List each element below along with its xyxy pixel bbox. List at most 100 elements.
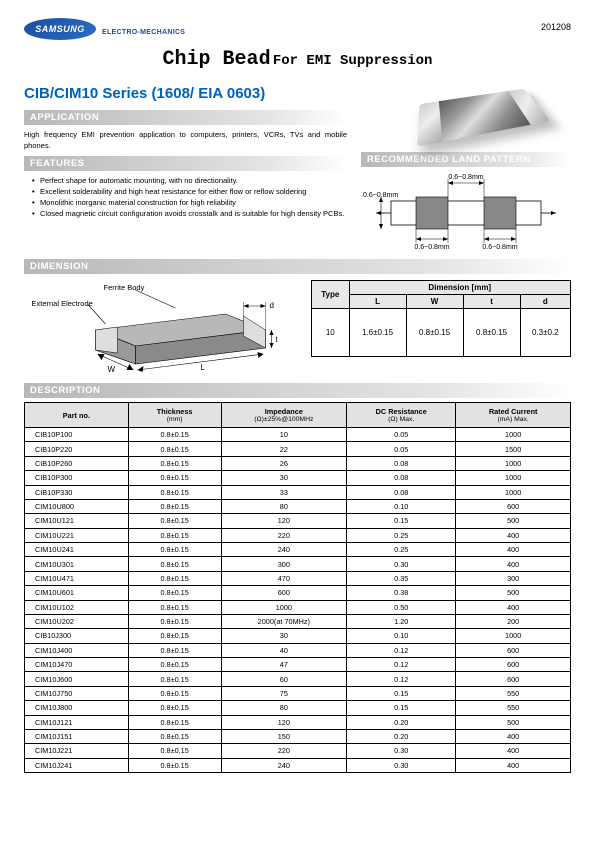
td-current: 600 [456, 658, 571, 672]
td-dcr: 0.12 [347, 643, 456, 657]
td-impedance: 300 [221, 557, 347, 571]
td-current: 400 [456, 729, 571, 743]
td-dcr: 0.25 [347, 528, 456, 542]
td-part: CIM10J750 [25, 686, 129, 700]
td-thickness: 0.8±0.15 [128, 658, 221, 672]
td-current: 400 [456, 543, 571, 557]
td-impedance: 33 [221, 485, 347, 499]
dim-th-type: Type [312, 281, 350, 309]
table-row: CIM10U1020.8±0.1510000.50400 [25, 600, 571, 614]
td-dcr: 0.12 [347, 658, 456, 672]
td-impedance: 220 [221, 744, 347, 758]
description-table: Part no. Thickness(mm) Impedance(Ω)±25%@… [24, 402, 571, 773]
td-impedance: 22 [221, 442, 347, 456]
td-part: CIM10U800 [25, 499, 129, 513]
td-current: 1000 [456, 428, 571, 442]
td-part: CIM10U102 [25, 600, 129, 614]
title-sub: For EMI Suppression [273, 53, 433, 69]
table-row: CIM10J4000.8±0.15400.12600 [25, 643, 571, 657]
td-dcr: 0.15 [347, 686, 456, 700]
table-row: CIM10U2020.8±0.152000(at 70MHz)1.20200 [25, 614, 571, 628]
dim-th-L: L [349, 295, 406, 309]
title-row: Chip Bead For EMI Suppression [24, 48, 571, 71]
td-part: CIB10J300 [25, 629, 129, 643]
feature-item: Closed magnetic circuit configuration av… [32, 208, 347, 219]
td-part: CIM10U221 [25, 528, 129, 542]
td-current: 600 [456, 672, 571, 686]
dim-th-dimension: Dimension [mm] [349, 281, 570, 295]
td-current: 500 [456, 586, 571, 600]
td-current: 400 [456, 600, 571, 614]
td-part: CIM10J151 [25, 729, 129, 743]
td-part: CIB10P260 [25, 456, 129, 470]
td-part: CIB10P330 [25, 485, 129, 499]
feature-item: Monolithic inorganic material constructi… [32, 197, 347, 208]
td-part: CIM10J800 [25, 701, 129, 715]
td-dcr: 0.10 [347, 629, 456, 643]
td-current: 600 [456, 499, 571, 513]
td-part: CIM10J241 [25, 758, 129, 772]
td-part: CIM10J600 [25, 672, 129, 686]
td-current: 400 [456, 744, 571, 758]
td-current: 550 [456, 686, 571, 700]
td-dcr: 0.05 [347, 428, 456, 442]
td-dcr: 0.05 [347, 442, 456, 456]
svg-text:L: L [201, 363, 206, 372]
svg-text:d: d [270, 301, 274, 310]
th-dcr: DC Resistance(Ω) Max. [347, 403, 456, 428]
dim-td-t: 0.8±0.15 [463, 309, 520, 357]
td-impedance: 30 [221, 629, 347, 643]
th-thickness: Thickness(mm) [128, 403, 221, 428]
td-impedance: 26 [221, 456, 347, 470]
td-current: 400 [456, 557, 571, 571]
td-thickness: 0.8±0.15 [128, 428, 221, 442]
td-part: CIB10P300 [25, 471, 129, 485]
td-part: CIM10U202 [25, 614, 129, 628]
td-thickness: 0.8±0.15 [128, 557, 221, 571]
td-current: 600 [456, 643, 571, 657]
table-row: CIM10U1210.8±0.151200.15500 [25, 514, 571, 528]
section-description: DESCRIPTION [24, 383, 571, 398]
td-current: 300 [456, 571, 571, 585]
td-dcr: 0.30 [347, 758, 456, 772]
td-impedance: 220 [221, 528, 347, 542]
feature-item: Perfect shape for automatic mounting, wi… [32, 175, 347, 186]
table-row: CIB10P3300.8±0.15330.081000 [25, 485, 571, 499]
section-land-pattern: RECOMMENDED LAND PATTERN [361, 152, 571, 167]
th-part: Part no. [25, 403, 129, 428]
td-impedance: 30 [221, 471, 347, 485]
td-thickness: 0.8±0.15 [128, 471, 221, 485]
dim-td-d: 0.3±0.2 [520, 309, 570, 357]
dimension-table: Type Dimension [mm] L W t d 10 1.6±0.15 … [311, 280, 571, 357]
td-dcr: 0.15 [347, 514, 456, 528]
td-current: 200 [456, 614, 571, 628]
td-impedance: 240 [221, 543, 347, 557]
td-thickness: 0.8±0.15 [128, 758, 221, 772]
svg-text:Ferrite Body: Ferrite Body [104, 283, 145, 292]
table-row: CIM10U3010.8±0.153000.30400 [25, 557, 571, 571]
td-thickness: 0.8±0.15 [128, 643, 221, 657]
table-row: CIM10J1510.8±0.151500.20400 [25, 729, 571, 743]
td-impedance: 40 [221, 643, 347, 657]
svg-text:W: W [108, 365, 116, 374]
td-dcr: 0.20 [347, 729, 456, 743]
td-part: CIM10J470 [25, 658, 129, 672]
header: SAMSUNG ELECTRO-MECHANICS 201208 [24, 18, 571, 40]
td-part: CIM10U471 [25, 571, 129, 585]
td-thickness: 0.8±0.15 [128, 600, 221, 614]
table-row: CIB10P1000.8±0.15100.051000 [25, 428, 571, 442]
page-code: 201208 [541, 22, 571, 32]
td-part: CIM10J121 [25, 715, 129, 729]
land-pattern-diagram: 0.6~0.8mm 0.6~0.8mm 0.6~0.8mm [361, 171, 571, 251]
td-thickness: 0.8±0.15 [128, 672, 221, 686]
td-current: 400 [456, 758, 571, 772]
td-thickness: 0.8±0.15 [128, 686, 221, 700]
dim-td-type: 10 [312, 309, 350, 357]
td-impedance: 80 [221, 701, 347, 715]
logo-block: SAMSUNG ELECTRO-MECHANICS [24, 18, 185, 40]
table-row: CIM10U2210.8±0.152200.25400 [25, 528, 571, 542]
td-dcr: 0.35 [347, 571, 456, 585]
application-text: High frequency EMI prevention applicatio… [24, 129, 347, 152]
td-part: CIM10U601 [25, 586, 129, 600]
td-thickness: 0.8±0.15 [128, 499, 221, 513]
